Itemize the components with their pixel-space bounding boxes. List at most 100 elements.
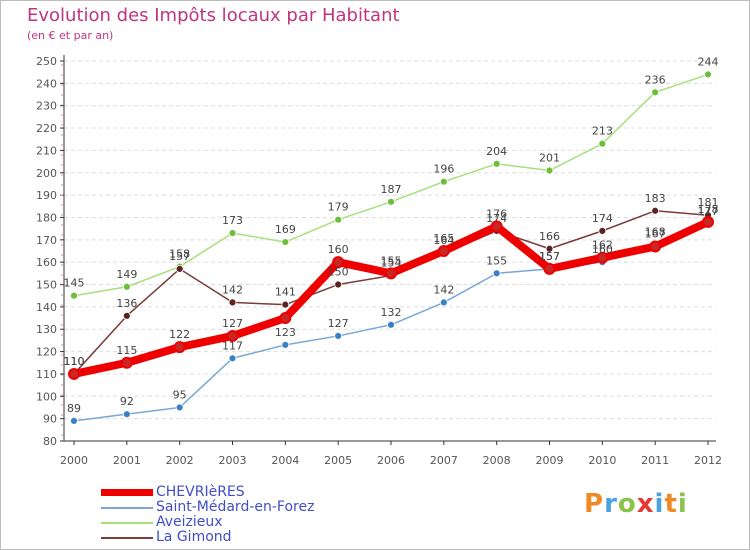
y-tick-label: 170 bbox=[36, 234, 57, 247]
data-point bbox=[385, 267, 397, 280]
data-label: 166 bbox=[539, 230, 560, 243]
data-label: 201 bbox=[539, 152, 560, 165]
data-point bbox=[437, 245, 450, 257]
x-tick-label: 2000 bbox=[60, 454, 88, 467]
data-label: 141 bbox=[275, 286, 296, 299]
proxiti-logo: Proxiti bbox=[584, 489, 688, 519]
data-label: 127 bbox=[328, 317, 349, 330]
y-tick-label: 80 bbox=[43, 435, 57, 448]
data-label: 127 bbox=[222, 317, 243, 330]
data-point bbox=[332, 256, 345, 269]
data-label: 167 bbox=[645, 228, 666, 241]
legend-swatch bbox=[101, 507, 153, 509]
data-label: 179 bbox=[328, 201, 349, 214]
legend-swatch bbox=[101, 522, 153, 524]
data-label: 236 bbox=[645, 73, 666, 86]
y-tick-label: 200 bbox=[36, 167, 57, 180]
series bbox=[68, 70, 714, 425]
data-label: 187 bbox=[381, 183, 402, 196]
y-tick-label: 220 bbox=[36, 122, 57, 135]
legend-item: La Gimond bbox=[101, 530, 431, 545]
data-label: 162 bbox=[592, 239, 613, 252]
data-label: 145 bbox=[64, 277, 85, 290]
data-label: 122 bbox=[169, 328, 190, 341]
x-tick-label: 2005 bbox=[324, 454, 352, 467]
data-label: 173 bbox=[222, 214, 243, 227]
data-point bbox=[545, 244, 554, 253]
data-label: 150 bbox=[328, 266, 349, 279]
x-tick-label: 2003 bbox=[219, 454, 247, 467]
legend-item: CHEVRIèRES bbox=[101, 485, 431, 500]
data-label: 169 bbox=[275, 223, 296, 236]
data-point bbox=[651, 88, 660, 97]
x-tick-label: 2007 bbox=[430, 454, 458, 467]
data-label: 110 bbox=[64, 355, 85, 368]
data-point bbox=[598, 139, 607, 148]
data-point bbox=[120, 356, 133, 369]
legend-swatch bbox=[101, 537, 153, 539]
legend-item: Aveizieux bbox=[101, 515, 431, 530]
series-2 bbox=[70, 70, 712, 300]
data-point bbox=[175, 403, 184, 412]
data-label: 157 bbox=[539, 250, 560, 263]
data-point bbox=[68, 367, 80, 380]
data-point bbox=[387, 197, 395, 206]
data-label: 157 bbox=[539, 250, 560, 263]
data-point bbox=[649, 240, 662, 253]
y-tick-label: 110 bbox=[36, 368, 57, 381]
x-tick-label: 2004 bbox=[271, 454, 299, 467]
data-point bbox=[439, 298, 448, 307]
data-label: 181 bbox=[698, 196, 719, 209]
data-label: 95 bbox=[173, 388, 187, 401]
data-label: 115 bbox=[116, 344, 137, 357]
legend-label: Saint-Médard-en-Forez bbox=[156, 499, 315, 515]
data-label: 174 bbox=[592, 212, 613, 225]
series-0 bbox=[68, 215, 714, 380]
data-label: 176 bbox=[486, 207, 507, 220]
x-tick-label: 2011 bbox=[641, 454, 669, 467]
data-point bbox=[334, 215, 343, 224]
data-point bbox=[543, 262, 556, 275]
data-label: 123 bbox=[275, 326, 296, 339]
chart-title: Evolution des Impôts locaux par Habitant bbox=[27, 5, 400, 26]
data-label: 204 bbox=[486, 145, 507, 158]
data-label: 164 bbox=[433, 234, 454, 247]
data-point bbox=[281, 238, 290, 246]
data-point bbox=[704, 70, 712, 79]
y-tick-label: 90 bbox=[43, 413, 57, 426]
data-point bbox=[334, 280, 343, 289]
y-tick-label: 160 bbox=[36, 256, 57, 269]
data-label: 157 bbox=[169, 250, 190, 263]
data-point bbox=[228, 354, 237, 363]
y-tick-label: 250 bbox=[36, 55, 57, 68]
logo-letter: o bbox=[617, 489, 637, 519]
legend-label: CHEVRIèRES bbox=[156, 484, 245, 500]
data-label: 174 bbox=[486, 212, 507, 225]
data-label: 196 bbox=[433, 163, 454, 176]
y-tick-label: 230 bbox=[36, 100, 57, 113]
x-tick-label: 2009 bbox=[536, 454, 564, 467]
data-point bbox=[702, 215, 714, 228]
plot-area bbox=[64, 57, 716, 441]
data-label: 183 bbox=[645, 192, 666, 205]
x-tick-label: 2001 bbox=[113, 454, 141, 467]
y-tick-label: 100 bbox=[36, 390, 57, 403]
logo-letter: i bbox=[677, 489, 688, 519]
x-tick-label: 2012 bbox=[694, 454, 722, 467]
legend-label: Aveizieux bbox=[156, 514, 223, 530]
data-point bbox=[492, 159, 501, 168]
data-point bbox=[598, 226, 607, 235]
data-label: 155 bbox=[486, 254, 507, 267]
chart-subtitle: (en € et par an) bbox=[27, 29, 114, 42]
x-tick-label: 2010 bbox=[588, 454, 616, 467]
y-tick-label: 150 bbox=[36, 279, 57, 292]
data-label: 89 bbox=[67, 402, 81, 415]
y-tick-label: 140 bbox=[36, 301, 57, 314]
data-label: 149 bbox=[116, 268, 137, 281]
data-point bbox=[122, 410, 131, 419]
y-tick-label: 190 bbox=[36, 189, 57, 202]
logo-letter: x bbox=[636, 489, 655, 519]
data-label: 178 bbox=[698, 203, 719, 216]
data-label: 155 bbox=[381, 254, 402, 267]
x-tick-label: 2008 bbox=[483, 454, 511, 467]
